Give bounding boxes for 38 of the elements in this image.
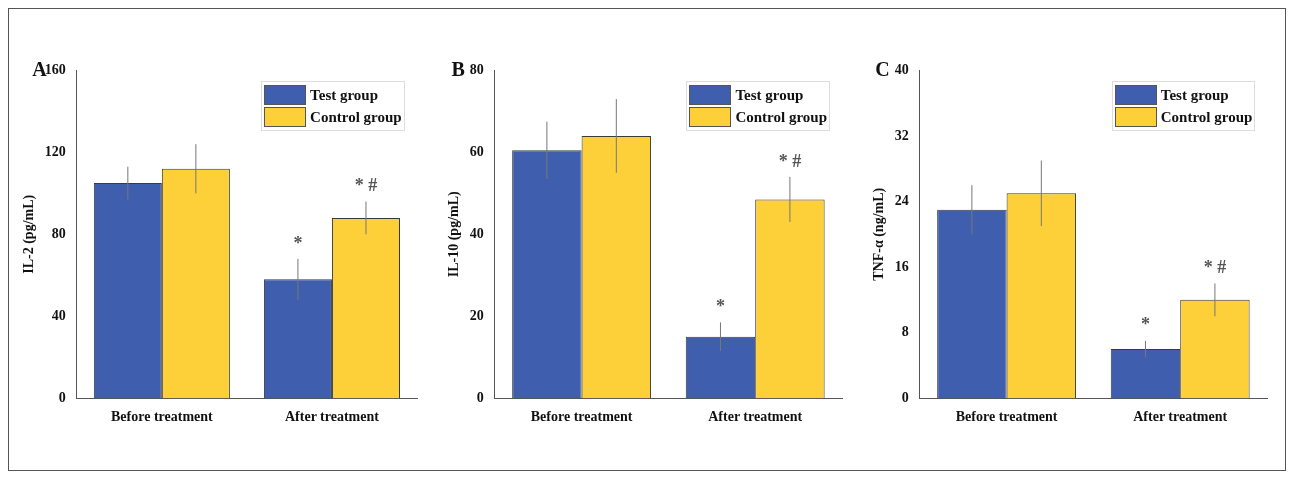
annotation: * # — [354, 175, 377, 196]
y-tick-label: 60 — [469, 143, 484, 159]
y-tick-label: 120 — [44, 143, 66, 159]
x-tick-label: After treatment — [284, 409, 379, 425]
annotation: * — [715, 296, 725, 317]
y-tick-label: 16 — [895, 258, 910, 274]
y-tick-label: 40 — [469, 225, 484, 241]
y-tick-label: 0 — [58, 389, 66, 405]
annotation: * # — [1203, 257, 1227, 278]
annotation: * — [1141, 314, 1151, 335]
y-tick-label: 24 — [895, 193, 910, 209]
annotation: * — [293, 232, 303, 253]
legend-label: Control group — [310, 108, 402, 126]
y-axis-title: IL-10 (pg/mL) — [445, 190, 462, 278]
y-tick-label: 0 — [476, 389, 484, 405]
legend-label: Test group — [310, 86, 379, 104]
y-tick-label: 0 — [902, 389, 910, 405]
y-tick-label: 32 — [895, 127, 910, 143]
x-tick-label: Before treatment — [110, 409, 213, 425]
legend-label: Test group — [1160, 86, 1229, 104]
chart-title: B — [451, 57, 465, 80]
y-tick-label: 80 — [469, 62, 484, 78]
x-tick-label: After treatment — [708, 409, 803, 425]
y-tick-label: 80 — [51, 225, 66, 241]
y-axis-title: TNF-α (ng/mL) — [871, 187, 888, 281]
x-tick-label: Before treatment — [956, 409, 1059, 425]
y-tick-label: 20 — [469, 307, 484, 323]
annotation: * # — [778, 150, 802, 171]
chart-title: C — [875, 57, 891, 80]
legend-label: Control group — [1160, 108, 1253, 126]
legend-label: Control group — [735, 108, 827, 126]
x-tick-label: Before treatment — [530, 409, 633, 425]
y-axis-title: IL-2 (pg/mL) — [20, 194, 37, 274]
y-tick-label: 40 — [895, 62, 910, 78]
y-tick-label: 8 — [902, 324, 910, 340]
x-tick-label: After treatment — [1133, 409, 1228, 425]
legend-label: Test group — [735, 86, 804, 104]
y-tick-label: 40 — [51, 307, 66, 323]
